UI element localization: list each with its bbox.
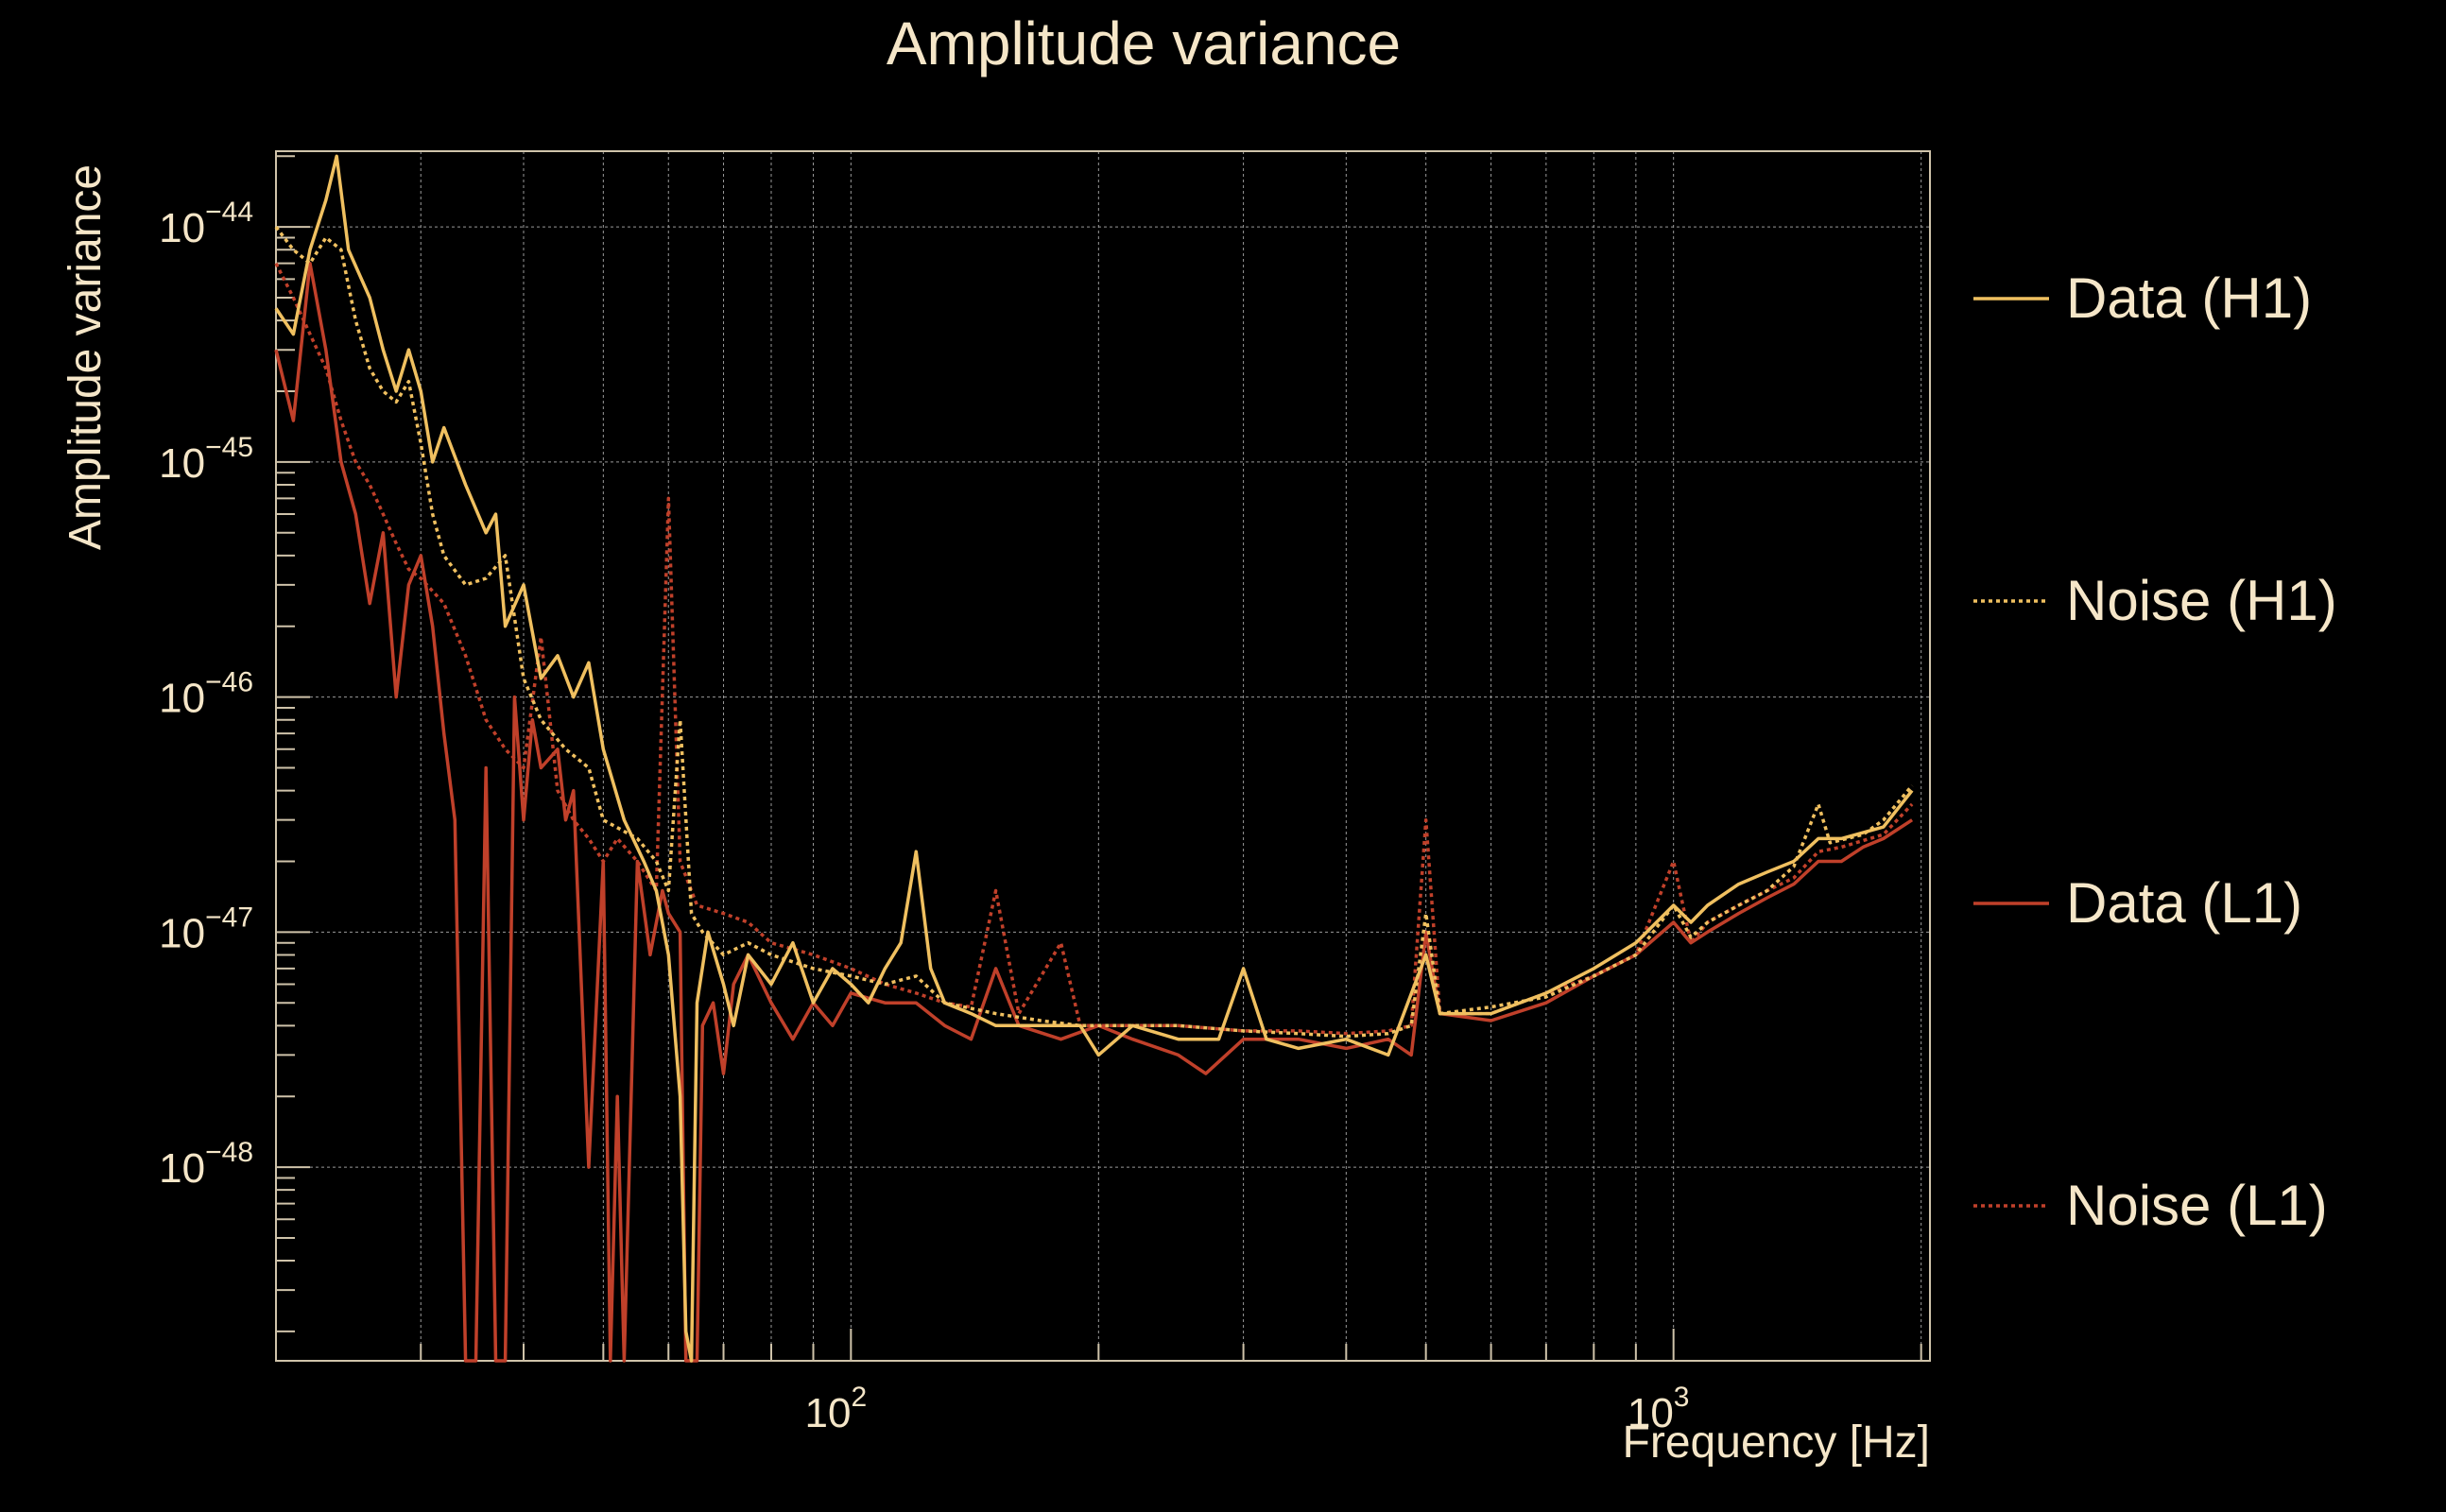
- y-tick-label: 10−48: [159, 1137, 253, 1192]
- tick-labels: 10−44 10−45 10−46 10−47 10−48 102 103: [159, 197, 1689, 1436]
- x-axis-label: Frequency [Hz]: [1623, 1418, 1930, 1468]
- x-tick-label: 103: [1628, 1382, 1690, 1436]
- legend-label: Data (L1): [2066, 871, 2302, 935]
- series-line-2: [274, 261, 1914, 1363]
- y-tick-label: 10−47: [159, 902, 253, 956]
- legend: Data (H1) Noise (H1) Data (L1) Noise (L1): [1973, 266, 2337, 1237]
- legend-label: Noise (L1): [2066, 1174, 2328, 1237]
- legend-label: Noise (H1): [2066, 569, 2337, 632]
- legend-label: Data (H1): [2066, 266, 2312, 330]
- y-axis-label: Amplitude variance: [60, 164, 111, 550]
- y-tick-label: 10−45: [159, 432, 253, 487]
- x-tick-label: 102: [805, 1382, 868, 1436]
- minor-ticks: [276, 155, 1922, 1361]
- y-tick-label: 10−46: [159, 667, 253, 722]
- series-layer: [274, 154, 1914, 1363]
- y-tick-label: 10−44: [159, 197, 253, 251]
- chart-title: Amplitude variance: [887, 9, 1401, 77]
- plot-frame: [275, 150, 1931, 1362]
- series-line-0: [274, 154, 1914, 1363]
